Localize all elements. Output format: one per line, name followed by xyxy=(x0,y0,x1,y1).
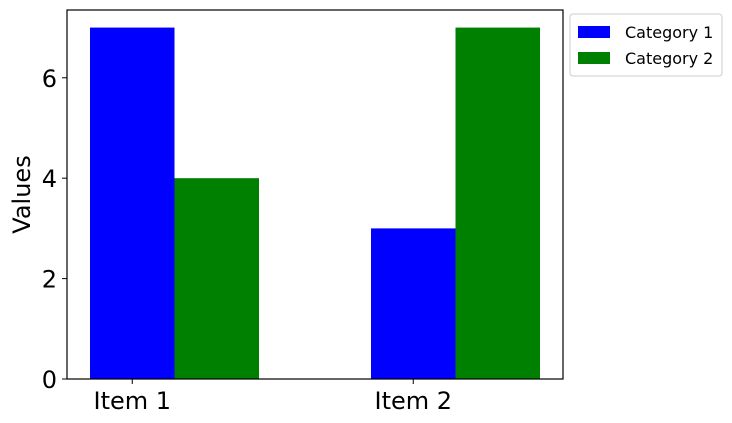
x-axis: Item 1 Item 2 xyxy=(93,379,452,415)
bar-series-1-item-1 xyxy=(90,27,175,379)
y-axis-label: Values xyxy=(8,155,36,233)
bar-series-1-item-2 xyxy=(371,228,456,379)
legend-swatch-category-1 xyxy=(578,26,610,38)
bar-series-2-item-2 xyxy=(455,27,540,379)
y-tick-label-0: 0 xyxy=(42,366,57,394)
legend-label-category-2: Category 2 xyxy=(625,49,713,68)
y-tick-label-6: 6 xyxy=(42,65,57,93)
y-axis: 0 2 4 6 xyxy=(42,65,67,394)
legend-label-category-1: Category 1 xyxy=(625,23,713,42)
x-tick-label-1: Item 1 xyxy=(93,387,171,415)
x-tick-label-2: Item 2 xyxy=(374,387,452,415)
y-tick-label-4: 4 xyxy=(42,165,57,193)
bars-layer xyxy=(90,27,540,379)
y-tick-label-2: 2 xyxy=(42,266,57,294)
bar-series-2-item-1 xyxy=(174,178,259,379)
plot-area-frame xyxy=(66,9,564,380)
legend-swatch-category-2 xyxy=(578,52,610,64)
legend: Category 1 Category 2 xyxy=(569,13,723,77)
